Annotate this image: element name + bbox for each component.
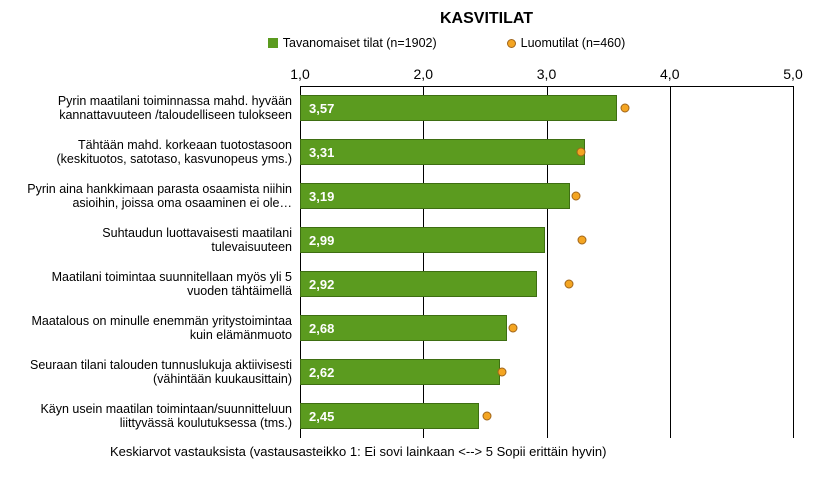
- plot-cell: 3,31: [300, 130, 793, 174]
- chart-row: Suhtaudun luottavaisesti maatilanituleva…: [20, 218, 793, 262]
- row-label: Suhtaudun luottavaisesti maatilanituleva…: [20, 218, 300, 262]
- chart-row: Käyn usein maatilan toimintaan/suunnitte…: [20, 394, 793, 438]
- row-label: Maatalous on minulle enemmän yritystoimi…: [20, 306, 300, 350]
- bar-series1: 3,19: [300, 183, 570, 209]
- chart-row: Pyrin aina hankkimaan parasta osaamista …: [20, 174, 793, 218]
- chart-row: Maatalous on minulle enemmän yritystoimi…: [20, 306, 793, 350]
- x-axis: 1,02,03,04,05,0: [20, 58, 793, 86]
- marker-series2: [509, 324, 518, 333]
- bar-series1: 2,99: [300, 227, 545, 253]
- row-label: Käyn usein maatilan toimintaan/suunnitte…: [20, 394, 300, 438]
- plot-cell: 2,62: [300, 350, 793, 394]
- plot-cell: 3,57: [300, 86, 793, 130]
- plot-cell: 3,19: [300, 174, 793, 218]
- bar-value-label: 3,57: [309, 101, 334, 116]
- bar-series1: 2,45: [300, 403, 479, 429]
- chart-footnote: Keskiarvot vastauksista (vastausasteikko…: [110, 444, 793, 459]
- marker-series2: [578, 236, 587, 245]
- bar-value-label: 2,92: [309, 277, 334, 292]
- bar-series1: 3,31: [300, 139, 585, 165]
- bar-value-label: 3,31: [309, 145, 334, 160]
- bar-value-label: 2,68: [309, 321, 334, 336]
- axis-tick-label: 4,0: [660, 66, 679, 82]
- marker-series2: [577, 148, 586, 157]
- chart-title: KASVITILAT: [180, 10, 793, 28]
- legend-series2-swatch: [507, 39, 516, 48]
- bar-series1: 2,62: [300, 359, 500, 385]
- marker-series2: [483, 412, 492, 421]
- row-label: Maatilani toimintaa suunnitellaan myös y…: [20, 262, 300, 306]
- bar-series1: 3,57: [300, 95, 617, 121]
- axis-tick-label: 1,0: [290, 66, 309, 82]
- marker-series2: [564, 280, 573, 289]
- legend-item-series2: Luomutilat (n=460): [507, 36, 626, 50]
- axis-tick-label: 3,0: [537, 66, 556, 82]
- legend-series2-label: Luomutilat (n=460): [521, 36, 626, 50]
- legend-series1-swatch: [268, 38, 278, 48]
- marker-series2: [621, 104, 630, 113]
- marker-series2: [498, 368, 507, 377]
- bar-series1: 2,92: [300, 271, 537, 297]
- plot-cell: 2,68: [300, 306, 793, 350]
- row-label: Pyrin aina hankkimaan parasta osaamista …: [20, 174, 300, 218]
- bar-value-label: 2,45: [309, 409, 334, 424]
- chart-row: Maatilani toimintaa suunnitellaan myös y…: [20, 262, 793, 306]
- chart-row: Tähtään mahd. korkeaan tuotostasoon(kesk…: [20, 130, 793, 174]
- chart-rows: Pyrin maatilani toiminnassa mahd. hyvään…: [20, 86, 793, 438]
- bar-series1: 2,68: [300, 315, 507, 341]
- row-label: Tähtään mahd. korkeaan tuotostasoon(kesk…: [20, 130, 300, 174]
- legend-item-series1: Tavanomaiset tilat (n=1902): [268, 36, 437, 50]
- axis-tick-label: 2,0: [414, 66, 433, 82]
- row-label: Seuraan tilani talouden tunnuslukuja akt…: [20, 350, 300, 394]
- bar-value-label: 3,19: [309, 189, 334, 204]
- marker-series2: [572, 192, 581, 201]
- legend: Tavanomaiset tilat (n=1902) Luomutilat (…: [100, 36, 793, 50]
- row-label: Pyrin maatilani toiminnassa mahd. hyvään…: [20, 86, 300, 130]
- plot-cell: 2,45: [300, 394, 793, 438]
- axis-tick-label: 5,0: [783, 66, 802, 82]
- plot-cell: 2,92: [300, 262, 793, 306]
- legend-series1-label: Tavanomaiset tilat (n=1902): [283, 36, 437, 50]
- plot-cell: 2,99: [300, 218, 793, 262]
- chart-row: Seuraan tilani talouden tunnuslukuja akt…: [20, 350, 793, 394]
- bar-value-label: 2,62: [309, 365, 334, 380]
- bar-value-label: 2,99: [309, 233, 334, 248]
- chart-row: Pyrin maatilani toiminnassa mahd. hyvään…: [20, 86, 793, 130]
